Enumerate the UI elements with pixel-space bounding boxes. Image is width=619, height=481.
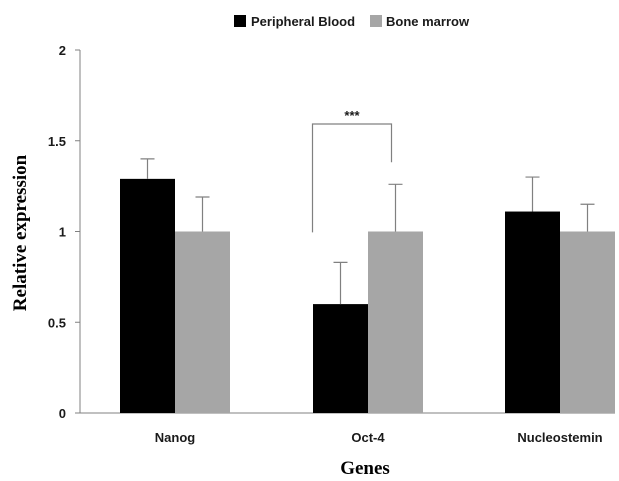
y-tick-label: 1.5 (48, 134, 66, 149)
y-tick-label: 1 (59, 225, 66, 240)
x-tick-label: Oct-4 (351, 430, 385, 445)
x-tick-label: Nanog (155, 430, 196, 445)
x-tick-label: Nucleostemin (517, 430, 602, 445)
error-bar (195, 196, 210, 232)
y-tick-label: 2 (59, 43, 66, 58)
bars (120, 178, 615, 413)
legend: Peripheral Blood Bone marrow (234, 14, 470, 29)
bar-peripheral-blood-oct-4 (313, 304, 368, 413)
x-axis-tick-labels: Nanog Oct-4 Nucleostemin (155, 430, 603, 445)
legend-label-bone-marrow: Bone marrow (386, 14, 470, 29)
error-bar (525, 176, 540, 212)
legend-label-peripheral-blood: Peripheral Blood (251, 14, 355, 29)
error-bar (333, 261, 348, 305)
error-bar (580, 203, 595, 232)
significance-annotation: *** (311, 108, 393, 233)
error-bar (388, 183, 403, 232)
error-bar (140, 158, 155, 179)
x-axis-title: Genes (340, 458, 390, 479)
bar-bone-marrow-nucleostemin (560, 231, 615, 413)
bar-peripheral-blood-nanog (120, 178, 175, 413)
y-axis-title: Relative expression (10, 154, 31, 311)
legend-swatch-peripheral-blood (234, 15, 246, 27)
y-tick-label: 0.5 (48, 315, 66, 330)
significance-label: *** (344, 108, 360, 123)
legend-swatch-bone-marrow (370, 15, 382, 27)
bar-bone-marrow-oct-4 (368, 231, 423, 413)
y-axis-ticks: 0 0.5 1 1.5 2 (48, 43, 80, 421)
error-bars (140, 158, 595, 305)
y-tick-label: 0 (59, 406, 66, 421)
significance-bracket (311, 123, 393, 233)
bar-bone-marrow-nanog (175, 231, 230, 413)
bar-peripheral-blood-nucleostemin (505, 211, 560, 413)
